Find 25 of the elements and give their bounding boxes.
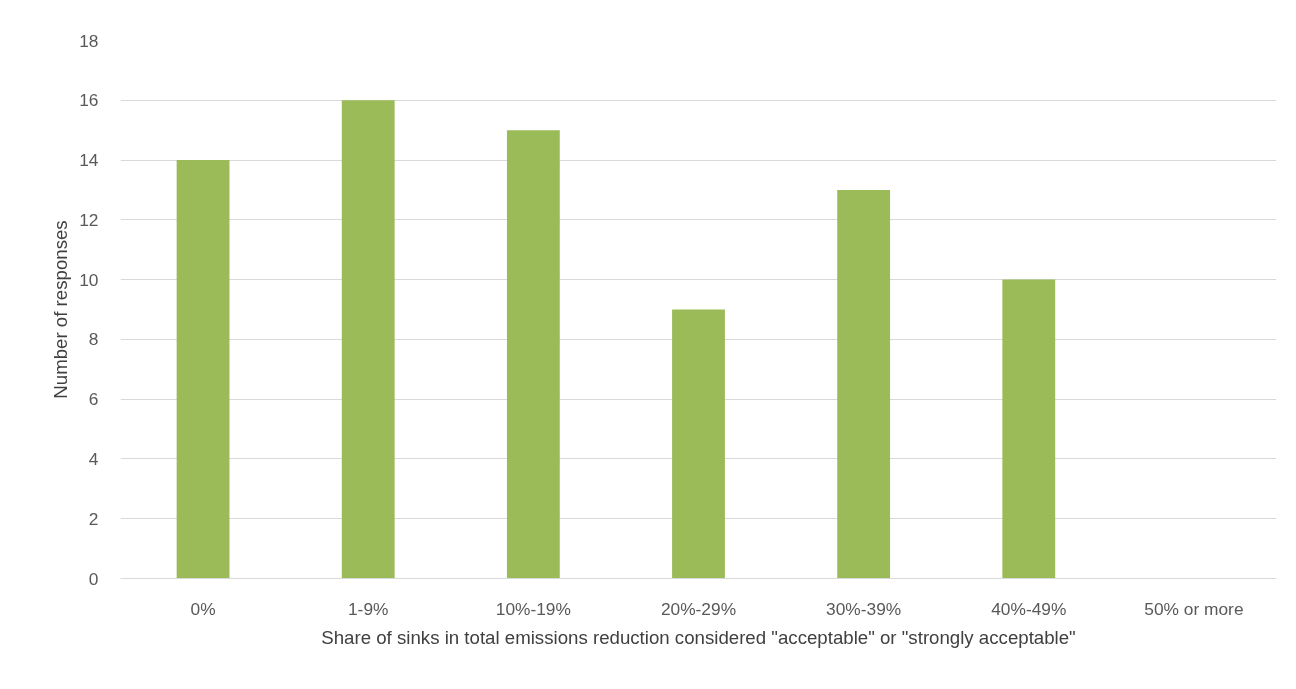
y-tick-label: 16: [79, 90, 99, 111]
y-tick-label: 0: [88, 568, 99, 589]
y-tick-label: 8: [88, 329, 99, 350]
y-tick-label: 14: [79, 150, 99, 171]
x-tick-label: 1-9%: [347, 598, 389, 619]
y-tick-label: 18: [79, 30, 99, 51]
x-axis-title: Share of sinks in total emissions reduction considered "acceptable" or "strongly acceptable": [321, 626, 1076, 648]
bar: [672, 309, 725, 579]
y-tick-label: 2: [88, 508, 99, 529]
bar: [506, 130, 560, 579]
y-axis-title: Number of responses: [50, 220, 72, 399]
x-tick-label: 30%-39%: [826, 598, 902, 619]
y-tick-label: 4: [88, 448, 99, 469]
x-tick-label: 10%-19%: [495, 598, 571, 619]
x-tick-label: 20%-29%: [660, 598, 737, 619]
y-tick-label: 6: [88, 389, 99, 410]
x-tick-label: 50% or more: [1144, 598, 1244, 619]
bar: [176, 160, 230, 579]
x-tick-label: 40%-49%: [991, 598, 1067, 619]
y-tick-label: 12: [79, 209, 99, 230]
bar: [837, 189, 891, 579]
bar: [341, 100, 395, 579]
y-tick-label: 10: [79, 269, 99, 290]
x-tick-label: 0%: [190, 598, 216, 619]
bar: [1002, 279, 1056, 579]
